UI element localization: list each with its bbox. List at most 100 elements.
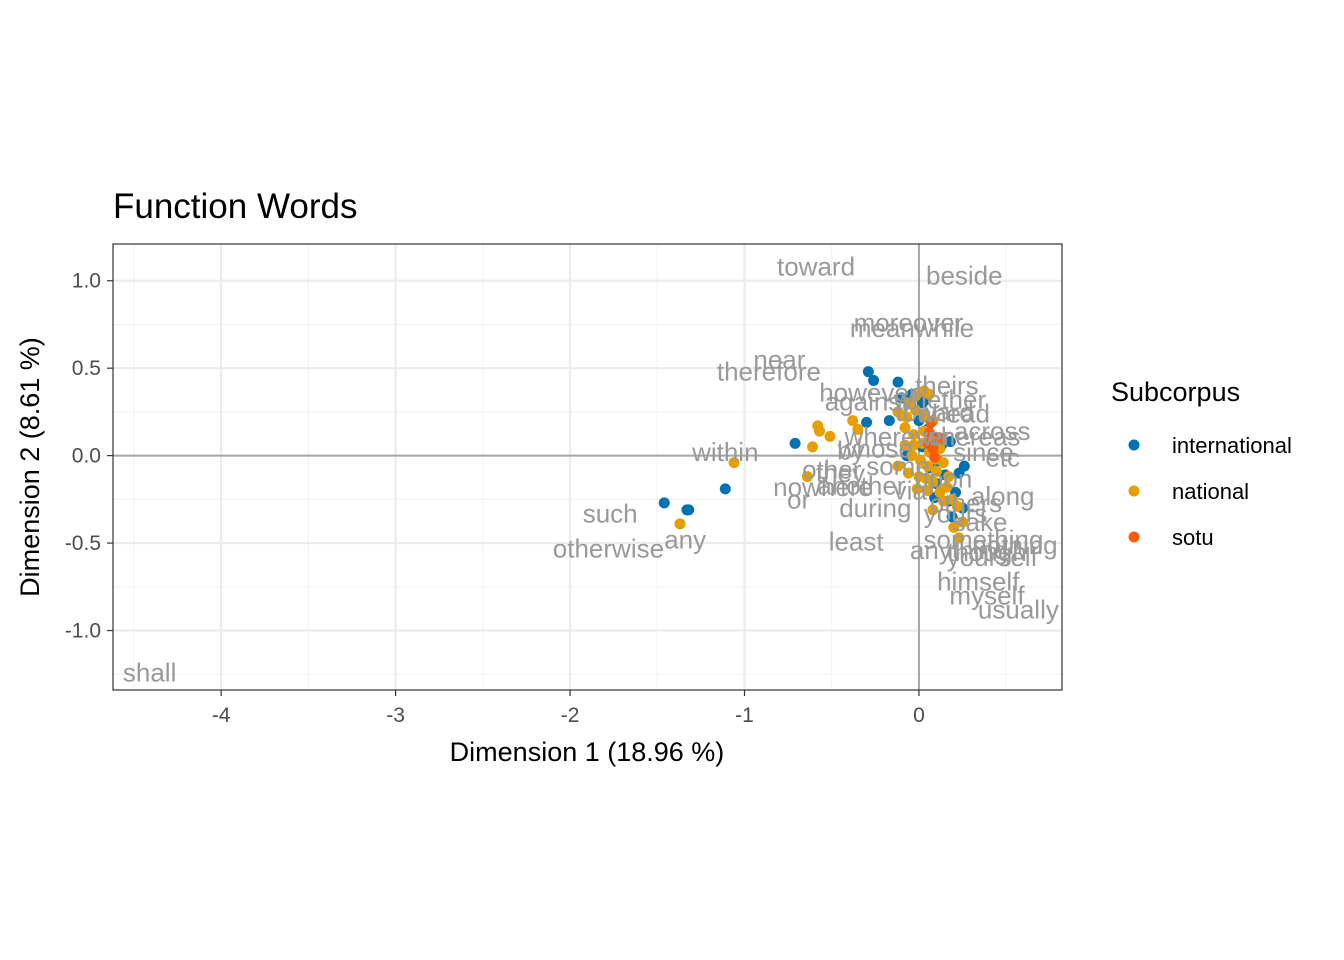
- data-point-national: [892, 406, 904, 418]
- data-point-sotu: [929, 451, 941, 463]
- legend: Subcorpus international national sotu: [1111, 377, 1292, 550]
- legend-label-sotu: sotu: [1172, 525, 1214, 550]
- word-label: whether: [893, 385, 987, 415]
- data-point-national: [937, 495, 949, 507]
- legend-key-international: [1128, 439, 1140, 451]
- word-label: meanwhile: [850, 313, 974, 343]
- data-point-national: [852, 423, 864, 435]
- word-label: least: [829, 526, 885, 556]
- data-point-national: [948, 521, 960, 533]
- data-point-national: [923, 388, 935, 400]
- y-tick-label: 1.0: [72, 270, 101, 293]
- word-label: other: [802, 455, 862, 485]
- word-label: though: [947, 537, 1027, 567]
- word-label: moreover: [854, 308, 964, 338]
- legend-title: Subcorpus: [1111, 377, 1240, 407]
- data-point-international: [683, 504, 695, 516]
- data-point-national: [913, 471, 925, 483]
- word-label: since: [953, 437, 1014, 467]
- y-axis-title: Dimension 2 (8.61 %): [15, 337, 45, 597]
- chart-title: Function Words: [113, 187, 357, 226]
- word-label: against: [825, 386, 910, 416]
- y-tick-label: -0.5: [65, 532, 101, 555]
- y-tick-label: 0.5: [72, 357, 101, 380]
- data-point-international: [944, 436, 956, 448]
- word-label: however: [819, 378, 918, 408]
- legend-key-national: [1128, 485, 1140, 497]
- word-label: via: [894, 476, 928, 506]
- data-point-national: [801, 471, 813, 483]
- data-point-national: [937, 457, 949, 469]
- word-label: toward: [777, 252, 855, 282]
- word-label: therefore: [717, 357, 821, 387]
- word-label: something: [924, 525, 1044, 555]
- word-label: along: [971, 481, 1035, 511]
- data-point-national: [908, 439, 920, 451]
- data-point-national: [927, 476, 939, 488]
- legend-key-sotu: [1128, 531, 1140, 543]
- data-point-national: [957, 516, 969, 528]
- word-label: nowhere: [773, 472, 873, 502]
- data-point-international: [883, 415, 895, 427]
- data-point-national: [824, 430, 836, 442]
- word-label: wherever: [844, 421, 952, 451]
- data-point-sotu: [925, 416, 937, 428]
- data-point-international: [862, 366, 874, 378]
- x-axis-title: Dimension 1 (18.96 %): [450, 737, 725, 767]
- data-point-national: [906, 450, 918, 462]
- plot-border: [112, 243, 1063, 691]
- data-point-national: [953, 532, 965, 544]
- word-label: within: [691, 437, 758, 467]
- word-label: during: [839, 493, 911, 523]
- word-label: near: [753, 344, 805, 374]
- word-label: whose: [837, 434, 913, 464]
- word-label: others: [930, 488, 1002, 518]
- data-point-international: [896, 392, 908, 404]
- word-label: myself: [949, 581, 1025, 611]
- data-point-national: [943, 471, 955, 483]
- word-label: by: [837, 435, 864, 465]
- word-label: ahead: [918, 399, 990, 429]
- data-point-national: [927, 504, 939, 516]
- word-label: etc: [985, 442, 1020, 472]
- word-label: across: [954, 416, 1031, 446]
- data-point-national: [899, 422, 911, 434]
- x-tick-label: 0: [913, 704, 925, 727]
- word-label: upon: [914, 463, 972, 493]
- data-point-national: [674, 518, 686, 530]
- data-point-sotu: [922, 437, 934, 449]
- data-point-national: [922, 460, 934, 472]
- word-label: anything: [910, 535, 1008, 565]
- word-label: theirs: [915, 371, 979, 401]
- x-tick-label: -3: [386, 704, 405, 727]
- legend-label-national: national: [1172, 479, 1249, 504]
- word-label: usually: [978, 595, 1059, 625]
- word-label: some: [866, 451, 930, 481]
- data-point-national: [941, 481, 953, 493]
- x-tick-label: -4: [212, 704, 231, 727]
- data-point-international: [946, 511, 958, 523]
- data-points: [658, 366, 970, 544]
- y-tick-label: -1.0: [65, 620, 101, 643]
- data-point-national: [728, 457, 740, 469]
- word-label: yours: [924, 498, 988, 528]
- data-point-national: [909, 404, 921, 416]
- word-label: toward: [896, 397, 974, 427]
- data-point-national: [847, 415, 859, 427]
- data-point-international: [868, 374, 880, 386]
- word-label: whereas: [921, 421, 1020, 451]
- word-label: sake: [953, 507, 1008, 537]
- legend-label-international: international: [1172, 433, 1292, 458]
- word-label: another: [817, 470, 906, 500]
- data-point-international: [892, 376, 904, 388]
- word-label: otherwise: [553, 533, 664, 563]
- data-point-sotu: [934, 432, 946, 444]
- word-label: they: [816, 458, 865, 488]
- data-point-national: [908, 429, 920, 441]
- data-point-national: [899, 439, 911, 451]
- x-tick-label: -1: [735, 704, 754, 727]
- data-point-national: [814, 425, 826, 437]
- word-label: such: [583, 498, 638, 528]
- plot-panel: [113, 244, 1062, 690]
